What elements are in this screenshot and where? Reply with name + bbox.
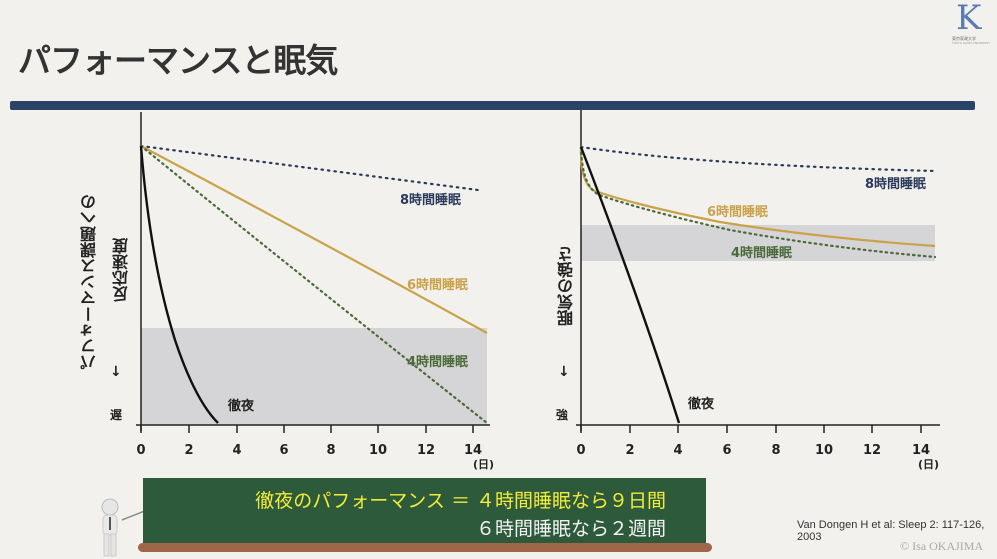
left-x-tick-labels: 0 2 4 6 8 10 12 14: [136, 443, 482, 458]
svg-text:14: 14: [912, 443, 930, 458]
university-logo: K 東京家政大学 TOKYO KASEI UNIVERSITY: [952, 0, 992, 46]
svg-text:4: 4: [232, 443, 241, 458]
left-label-4h: 4時間睡眠: [407, 354, 468, 370]
right-line-8h: [579, 145, 937, 173]
left-label-8h: 8時間睡眠: [400, 192, 461, 208]
left-shaded-band: [141, 328, 487, 425]
left-y-hint-arrow: ↓: [110, 364, 122, 380]
blackboard-line2: ６時間睡眠なら２週間: [475, 518, 666, 540]
right-label-8h: 8時間睡眠: [865, 176, 926, 192]
left-line-4h: [139, 144, 489, 425]
right-y-hint-strong: 強: [556, 408, 569, 422]
svg-text:14: 14: [464, 443, 482, 458]
right-chart: 0 2 4 6 8 10 12 14 8時間睡眠 6時間睡眠 4時間睡眠 徹夜 (日): [576, 110, 940, 471]
svg-text:6: 6: [722, 443, 731, 458]
svg-text:2: 2: [184, 443, 193, 458]
svg-text:6: 6: [279, 443, 288, 458]
right-line-4h: [579, 145, 937, 259]
presenter-figure-icon: [101, 498, 153, 557]
svg-text:8: 8: [326, 443, 335, 458]
svg-text:4: 4: [673, 443, 682, 458]
left-label-allnight: 徹夜: [227, 398, 255, 414]
left-line-6h: [140, 145, 488, 334]
svg-text:8: 8: [771, 443, 780, 458]
left-x-unit: (日): [473, 458, 494, 471]
right-line-allnight: [579, 146, 681, 424]
logo-letter: K: [956, 0, 982, 38]
right-shaded-band: [581, 225, 935, 261]
blackboard: 徹夜のパフォーマンス ＝ ４時間睡眠なら９日間 ６時間睡眠なら２週間: [143, 478, 706, 544]
left-y-label-line2: 反応速度: [112, 238, 131, 302]
logo-name-jp: 東京家政大学: [952, 36, 976, 41]
left-line-allnight: [139, 145, 219, 424]
right-label-4h: 4時間睡眠: [731, 245, 792, 261]
right-line-6h: [579, 146, 936, 248]
left-line-8h: [139, 144, 480, 192]
svg-text:0: 0: [136, 443, 145, 458]
svg-text:10: 10: [815, 443, 833, 458]
svg-text:2: 2: [625, 443, 634, 458]
left-y-label-line1: パフォーマンス課題への: [80, 194, 99, 370]
left-chart: 0 2 4 6 8 10 12 14 8時間睡眠 6時間睡眠 4時間睡眠 徹夜 (日): [136, 112, 494, 471]
title-underline-bar: [10, 101, 975, 110]
left-x-ticks: [140, 425, 474, 433]
slide-title: パフォーマンスと眠気: [18, 41, 338, 80]
left-label-6h: 6時間睡眠: [407, 277, 468, 293]
svg-text:0: 0: [576, 443, 585, 458]
svg-text:12: 12: [417, 443, 435, 458]
right-x-unit: (日): [918, 458, 939, 471]
svg-text:12: 12: [863, 443, 881, 458]
right-x-tick-labels: 0 2 4 6 8 10 12 14: [576, 443, 930, 458]
left-y-hint-slow: 遅: [110, 408, 123, 422]
right-label-allnight: 徹夜: [687, 396, 715, 412]
copyright: © Isa OKAJIMA: [900, 539, 984, 553]
citation: Van Dongen H et al: Sleep 2: 117-126, 20…: [797, 519, 985, 543]
right-y-hint-arrow: ↓: [558, 364, 570, 380]
blackboard-line1: 徹夜のパフォーマンス ＝ ４時間睡眠なら９日間: [255, 490, 666, 512]
right-y-label: 眠気の強さ: [557, 246, 576, 326]
logo-name-en: TOKYO KASEI UNIVERSITY: [952, 41, 991, 45]
right-label-6h: 6時間睡眠: [707, 204, 768, 220]
svg-text:10: 10: [369, 443, 387, 458]
blackboard-ledge: [138, 543, 712, 552]
right-x-ticks: [580, 425, 922, 433]
